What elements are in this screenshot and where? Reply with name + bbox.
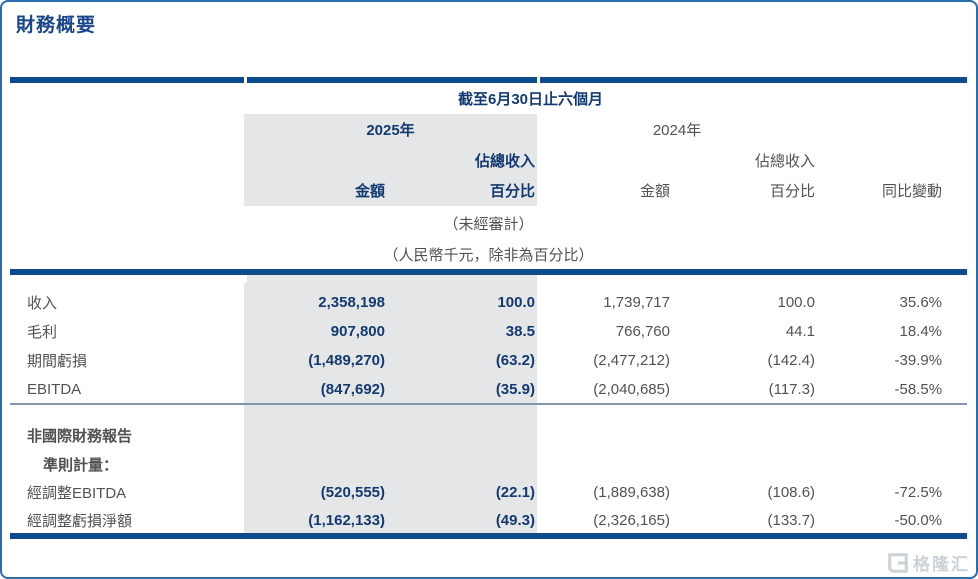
rule-notch: [244, 77, 247, 85]
section-divider-row: [10, 403, 968, 421]
cell-percent-2024: (117.3): [768, 380, 816, 398]
rule-notch: [244, 547, 247, 555]
cell-amount-2025: (1,489,270): [244, 346, 385, 375]
cell-yoy: 18.4%: [899, 323, 943, 340]
cell-percent-2024: (133.7): [672, 507, 818, 539]
table-row-period-loss: 期間虧損 (1,489,270) (63.2) (2,477,212) (142…: [10, 346, 967, 375]
row-label: 毛利: [27, 324, 58, 341]
cell-percent-2025: (49.3): [385, 507, 537, 539]
rule-notch: [537, 547, 540, 555]
cell-percent-2025: (63.2): [385, 346, 537, 375]
cell-amount-2025: 2,358,198: [244, 288, 385, 317]
cell-amount-2024: (2,326,165): [537, 507, 672, 539]
cell-percent-2025: (22.1): [385, 478, 537, 507]
cell-amount-2024: (2,477,212): [593, 352, 670, 369]
table-row-adjusted-ebitda: 經調整EBITDA (520,555) (22.1) (1,889,638) (…: [10, 478, 967, 507]
cell-amount-2025: (847,692): [244, 375, 385, 404]
year-2025-label: 2025年: [244, 114, 537, 145]
col-header-percent-2024: 百分比: [770, 183, 816, 200]
note-unaudited: （未經審計）: [443, 215, 534, 233]
page-title: 財務概要: [16, 15, 97, 36]
year-2024-label: 2024年: [652, 122, 702, 139]
col-header-amount-2025: 金額: [244, 175, 385, 206]
cell-percent-2024: 100.0: [777, 294, 816, 311]
financial-table: 截至6月30日止六個月 2025年 2024年 佔總收入 佔總收入 金額 百分比…: [10, 77, 968, 539]
note-row-unaudited: （未經審計）: [10, 206, 967, 240]
table-row-adjusted-net-loss: 經調整虧損淨額 (1,162,133) (49.3) (2,326,165) (…: [10, 507, 968, 539]
table-row-gross-profit: 毛利 907,800 38.5 766,760 44.1 18.4%: [10, 317, 967, 346]
spacer-row: [10, 272, 967, 288]
table-row-revenue: 收入 2,358,198 100.0 1,739,717 100.0 35.6%: [10, 288, 967, 317]
cell-yoy: -39.9%: [894, 352, 943, 369]
cell-percent-2024: 44.1: [785, 323, 816, 340]
cell-amount-2024: (1,889,638): [593, 484, 670, 501]
note-row-currency: （人民幣千元，除非為百分比）: [10, 240, 968, 275]
col-header-percent-2025: 百分比: [385, 175, 537, 206]
cell-percent-2025: 38.5: [385, 317, 537, 346]
table-row-ebitda: EBITDA (847,692) (35.9) (2,040,685) (117…: [10, 375, 967, 404]
rule-notch: [537, 77, 540, 85]
row-label: EBITDA: [27, 380, 82, 398]
cell-yoy: -50.0%: [817, 507, 968, 539]
row-label: 收入: [27, 295, 58, 312]
gelonghui-logo-icon: [888, 552, 908, 573]
share-header-2024: 佔總收入: [755, 152, 816, 170]
share-header-row: 佔總收入 佔總收入: [10, 145, 967, 175]
cell-amount-2025: 907,800: [244, 317, 385, 346]
col-header-yoy: 同比變動: [882, 183, 943, 200]
cell-amount-2024: (2,040,685): [593, 380, 670, 398]
row-label: 經調整EBITDA: [27, 485, 127, 502]
section-title-line1: 非國際財務報告: [27, 428, 133, 445]
rule-notch: [244, 275, 247, 283]
cell-percent-2025: (35.9): [385, 375, 537, 404]
period-header-row: 截至6月30日止六個月: [10, 77, 968, 114]
watermark: 格隆汇: [887, 550, 970, 575]
cell-amount-2025: (1,162,133): [244, 507, 385, 539]
cell-yoy: 35.6%: [899, 294, 943, 311]
cell-yoy: -72.5%: [894, 484, 943, 501]
row-label: 期間虧損: [27, 353, 88, 370]
rule-notch: [537, 275, 540, 283]
year-header-row: 2025年 2024年: [10, 114, 967, 145]
cell-percent-2024: (108.6): [767, 484, 816, 501]
note-currency: （人民幣千元，除非為百分比）: [10, 240, 968, 275]
section-title-line2: 準則計量：: [43, 456, 119, 474]
cell-percent-2024: (142.4): [767, 352, 816, 369]
section-title-row-2: 準則計量：: [10, 450, 967, 478]
cell-yoy: -58.5%: [894, 380, 943, 398]
section-title-row-1: 非國際財務報告: [10, 421, 967, 450]
column-header-row: 金額 百分比 金額 百分比 同比變動: [10, 175, 967, 206]
col-header-amount-2024: 金額: [639, 183, 670, 200]
share-header-2025: 佔總收入: [385, 145, 537, 175]
cell-percent-2025: 100.0: [385, 288, 537, 317]
period-header: 截至6月30日止六個月: [244, 77, 818, 114]
cell-amount-2024: 766,760: [615, 323, 670, 340]
row-label: 經調整虧損淨額: [10, 507, 244, 539]
cell-amount-2024: 1,739,717: [603, 294, 670, 311]
watermark-brand: 格隆汇: [913, 555, 970, 574]
cell-amount-2025: (520,555): [244, 478, 385, 507]
